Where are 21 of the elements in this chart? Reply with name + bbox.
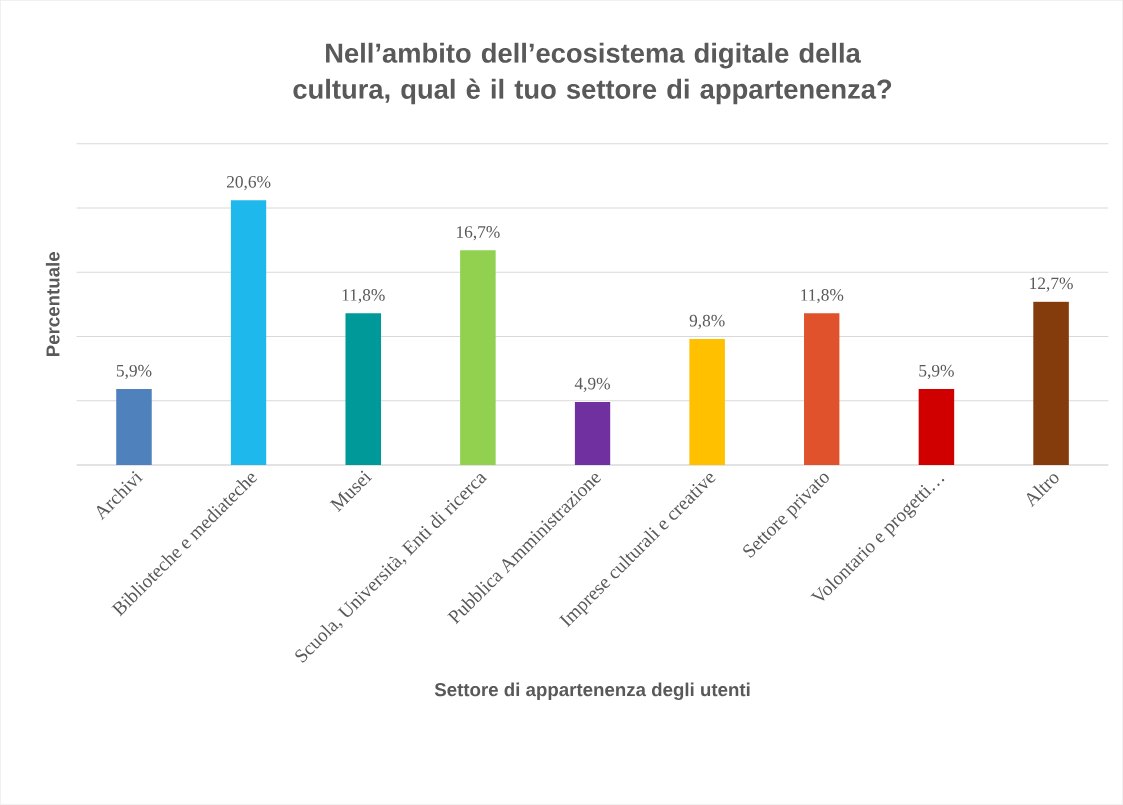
bar [116, 389, 152, 466]
bar [918, 389, 955, 466]
bar [574, 402, 611, 466]
data-label: 16,7% [457, 226, 500, 241]
data-label: 11,8% [342, 289, 385, 304]
bar [1033, 301, 1069, 466]
x-axis-title: Settore di appartenenza degli utenti [434, 682, 750, 701]
data-label: 12,7% [1030, 277, 1073, 292]
bar [804, 313, 840, 466]
data-label: 5,9% [919, 364, 954, 380]
bar [345, 313, 382, 466]
y-axis-title: Percentuale [45, 252, 60, 357]
data-label: 9,8% [689, 314, 725, 330]
bar [460, 250, 496, 466]
data-label: 5,9% [116, 364, 152, 380]
data-label: 11,8% [801, 289, 844, 304]
chart-title: Nell’ambito dell’ecosistema digitale della cultura, qual è il tuo settore di appartenenza? [293, 42, 892, 105]
data-label: 4,9% [574, 377, 610, 393]
data-label: 20,6% [226, 176, 271, 191]
bar [689, 339, 725, 466]
bar [230, 200, 267, 466]
